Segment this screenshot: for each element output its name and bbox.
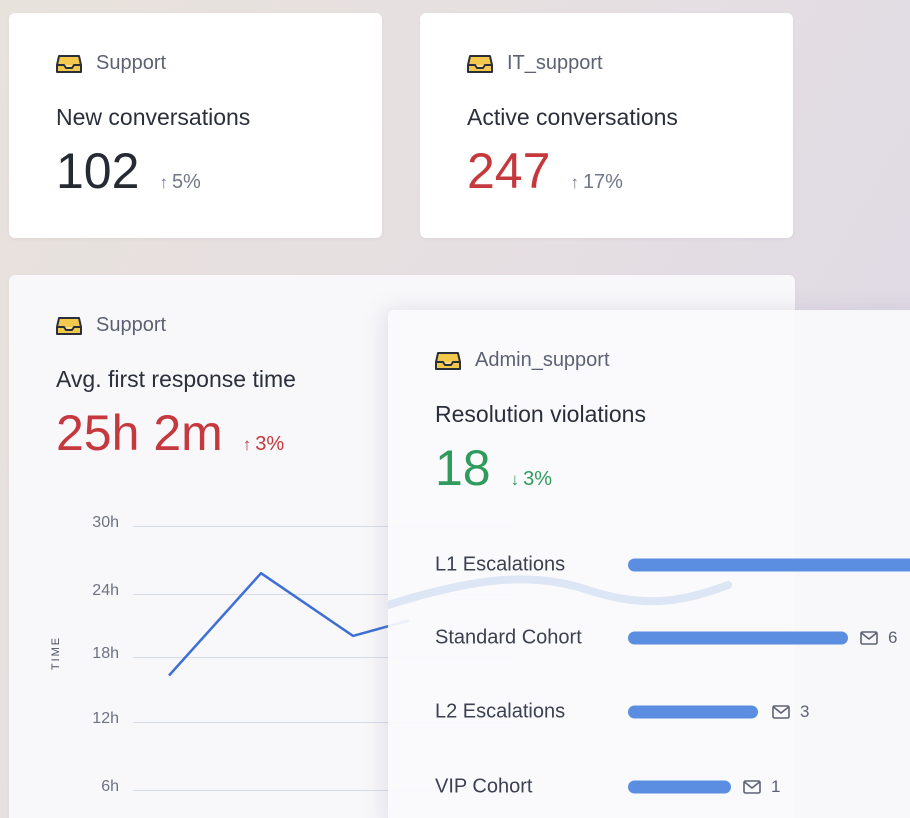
card-title: Avg. first response time	[56, 366, 296, 392]
y-tick-label: 30h	[92, 514, 119, 531]
metric-row: 18 ↓ 3%	[435, 443, 552, 493]
row-label: VIP Cohort	[435, 775, 533, 798]
violation-row-standard-cohort[interactable]: Standard Cohort 6	[388, 623, 910, 653]
active-conversations-card[interactable]: IT_support Active conversations 247 ↑ 17…	[420, 13, 793, 238]
row-label: L1 Escalations	[435, 553, 566, 576]
card-title: Resolution violations	[435, 401, 646, 427]
delta-value: 3%	[255, 433, 285, 455]
inbox-name: Support	[96, 314, 167, 336]
inbox-name: Admin_support	[475, 349, 610, 371]
decorative-wave	[388, 575, 732, 609]
metric-delta: ↑ 5%	[159, 171, 200, 194]
metric-row: 247 ↑ 17%	[467, 146, 623, 196]
inbox-icon	[56, 54, 82, 73]
row-count: 1	[743, 777, 780, 797]
metric-value: 247	[467, 143, 551, 199]
arrow-down-icon: ↓	[510, 470, 520, 489]
metric-row: 102 ↑ 5%	[56, 146, 201, 196]
metric-delta: ↑ 3%	[243, 433, 284, 456]
grid-line	[133, 790, 513, 791]
mail-icon	[772, 705, 790, 719]
metric-value: 25h 2m	[56, 405, 223, 461]
new-conversations-card[interactable]: Support New conversations 102 ↑ 5%	[9, 13, 382, 238]
row-label: L2 Escalations	[435, 700, 566, 723]
inbox-icon	[435, 351, 461, 370]
arrow-up-icon: ↑	[159, 173, 168, 192]
violation-row-vip-cohort[interactable]: VIP Cohort 1	[388, 772, 910, 802]
row-count-value: 3	[800, 702, 810, 721]
inbox-tag: IT_support	[467, 52, 603, 75]
delta-value: 17%	[582, 171, 623, 193]
card-title: New conversations	[56, 104, 251, 130]
row-count-value: 1	[771, 777, 781, 796]
resolution-violations-card[interactable]: Admin_support Resolution violations 18 ↓…	[388, 310, 910, 818]
inbox-tag: Support	[56, 52, 166, 75]
row-count: 6	[860, 628, 897, 648]
row-label: Standard Cohort	[435, 626, 582, 649]
y-tick-label: 24h	[92, 582, 119, 599]
y-tick-label: 18h	[92, 645, 119, 662]
response-series-line	[168, 571, 410, 677]
y-tick-label: 6h	[101, 778, 119, 795]
inbox-name: Support	[96, 52, 167, 74]
card-title: Active conversations	[467, 104, 678, 130]
metric-value: 18	[435, 440, 491, 496]
delta-value: 3%	[523, 468, 553, 490]
inbox-icon	[467, 54, 493, 73]
metric-row: 25h 2m ↑ 3%	[56, 408, 284, 458]
row-count-value: 6	[888, 628, 898, 647]
inbox-tag: Admin_support	[435, 349, 610, 372]
grid-line	[133, 594, 513, 595]
grid-line	[133, 526, 513, 527]
violation-row-l1-escalations[interactable]: L1 Escalations	[388, 550, 910, 580]
mail-icon	[743, 780, 761, 794]
violation-row-l2-escalations[interactable]: L2 Escalations 3	[388, 697, 910, 727]
grid-line	[133, 722, 513, 723]
response-time-line	[168, 571, 410, 677]
inbox-icon	[56, 316, 82, 335]
y-tick-label: 12h	[92, 710, 119, 727]
grid-line	[133, 657, 513, 658]
metric-delta: ↑ 17%	[570, 171, 623, 194]
metric-delta: ↓ 3%	[511, 468, 552, 491]
inbox-name: IT_support	[507, 52, 603, 74]
violation-bar	[628, 780, 731, 794]
mail-icon	[860, 631, 878, 645]
metric-value: 102	[56, 143, 140, 199]
response-time-chart: TIME 30h 24h 18h 12h 6h	[9, 275, 795, 818]
violation-bar	[628, 631, 848, 645]
arrow-up-icon: ↑	[570, 173, 579, 192]
row-count: 3	[772, 702, 809, 722]
delta-value: 5%	[171, 171, 201, 193]
violation-bar	[628, 558, 910, 572]
arrow-up-icon: ↑	[242, 435, 252, 454]
inbox-tag: Support	[56, 314, 166, 337]
violation-bar	[628, 705, 758, 719]
